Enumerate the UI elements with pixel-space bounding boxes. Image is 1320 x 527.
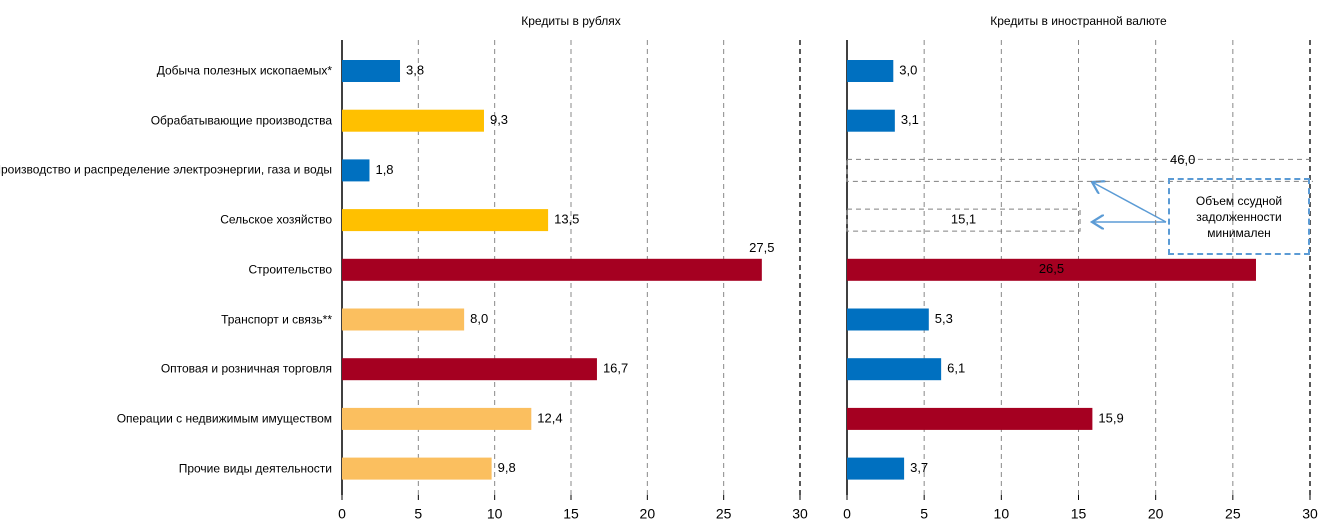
bar [847,258,1256,281]
bar [342,60,401,82]
category-label: Операции с недвижимым имуществом [116,411,332,426]
x-tick-label: 30 [1302,506,1318,522]
arrow [1092,182,1167,223]
x-tick-label: 10 [487,506,503,522]
x-tick-label: 0 [843,506,851,522]
bar [342,407,532,430]
chart-title: Кредиты в рублях [521,14,620,28]
value-label: 1,8 [375,162,393,177]
value-label: 12,4 [537,410,562,425]
value-label: 15,9 [1098,410,1123,425]
value-label: 9,3 [490,112,508,127]
category-label: Производство и распределение электроэнер… [0,162,332,177]
category-label: Добыча полезных ископаемых* [156,63,332,78]
bar [342,258,762,281]
value-label: 15,1 [951,212,976,227]
x-tick-label: 5 [414,506,422,522]
bar [847,60,894,82]
bar [342,209,549,232]
bars [846,60,1313,480]
bar [846,158,1313,182]
value-label: 5,3 [935,311,953,326]
x-tick-label: 15 [563,506,579,522]
category-label: Обрабатывающие производства [150,113,332,128]
category-label: Транспорт и связь** [221,312,332,326]
bar [847,457,905,480]
x-tick-label: 5 [920,506,928,522]
category-label: Прочие виды деятельности [178,461,332,476]
bar [342,159,370,182]
x-tick-label: 15 [1071,506,1087,522]
category-label: Строительство [248,262,332,277]
x-tick-label: 0 [338,506,346,522]
value-label: 27,5 [749,240,774,255]
annotation: Объем ссудной задолженности минимален [1168,178,1310,255]
value-label: 26,5 [1039,261,1064,276]
bar [847,109,895,132]
x-tick-label: 25 [716,506,732,522]
bar [342,308,465,331]
category-label: Сельское хозяйство [220,212,332,227]
x-tick-label: 10 [994,506,1010,522]
bar [847,407,1093,430]
value-label: 13,5 [554,212,579,227]
category-label: Оптовая и розничная торговля [160,361,332,376]
x-tick-label: 20 [1148,506,1164,522]
bars [342,60,762,480]
value-label: 3,1 [901,112,919,127]
value-label: 8,0 [470,311,488,326]
bar [847,308,929,331]
x-tick-label: 20 [640,506,656,522]
value-label: 6,1 [947,361,965,376]
bar [342,109,484,132]
bar [342,457,492,480]
x-tick-label: 30 [792,506,808,522]
value-label: 9,8 [498,460,516,475]
chart-title: Кредиты в иностранной валюте [990,14,1167,28]
x-tick-label: 25 [1225,506,1241,522]
bar [847,358,942,381]
value-label: 3,7 [910,460,928,475]
bar [846,208,1081,232]
value-label: 46,0 [1170,152,1195,167]
bar [342,358,597,381]
value-label: 3,0 [899,62,917,77]
value-label: 16,7 [603,361,628,376]
value-label: 3,8 [406,62,424,77]
